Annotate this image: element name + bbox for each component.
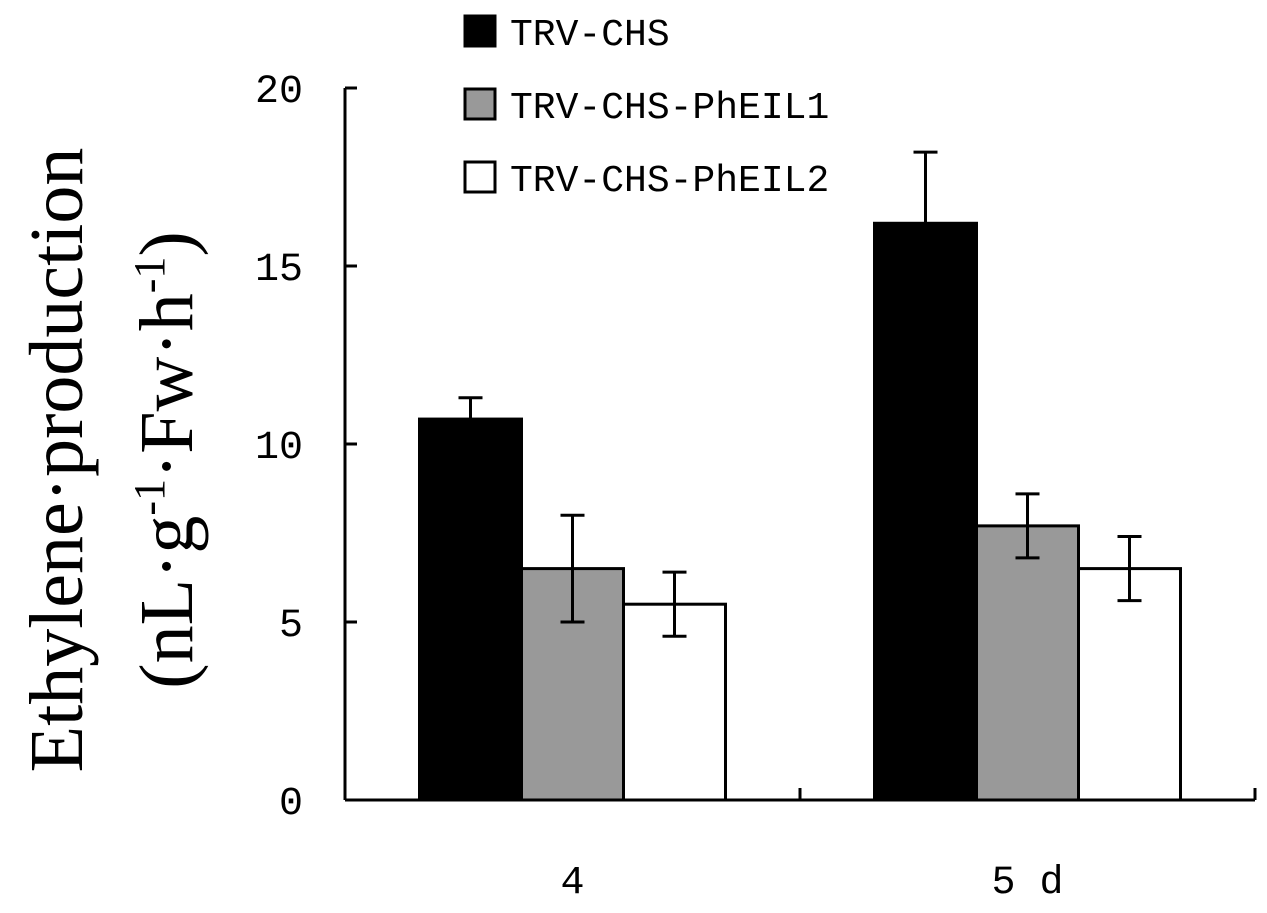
y-axis-label-unit-prefix: (nL·g [125, 516, 209, 689]
legend-swatch [463, 160, 497, 194]
y-axis-label-sup2: -1 [125, 257, 174, 294]
error-bars [458, 150, 1142, 638]
y-axis-label-unit-suffix: ) [125, 231, 209, 256]
y-axis-label: Ethylene·production (nL·g-1·Fw·h-1) [15, 148, 209, 773]
y-tick-label: 20 [255, 70, 303, 115]
bars [418, 221, 1182, 802]
y-tick-label: 5 [279, 604, 303, 649]
bar [975, 524, 1080, 802]
y-axis-label-unit-mid: ·Fw·h [125, 293, 209, 479]
y-axis-label-line1: Ethylene·production [15, 148, 99, 773]
x-tick-label: 4 [560, 861, 584, 906]
bar [873, 221, 978, 802]
y-axis-label-line2: (nL·g-1·Fw·h-1) [125, 231, 209, 688]
y-tick-label: 0 [279, 782, 303, 827]
legend-label: TRV-CHS-PhEIL2 [510, 160, 829, 203]
y-ticks: 0 5 10 15 20 [255, 70, 357, 827]
x-tick-label: 5 d [991, 861, 1063, 906]
legend-swatch [463, 87, 497, 121]
x-ticks: 4 5 d [560, 788, 1257, 906]
legend: TRV-CHS TRV-CHS-PhEIL1 TRV-CHS-PhEIL2 [463, 14, 829, 203]
bar [1077, 567, 1182, 802]
y-tick-label: 15 [255, 248, 303, 293]
y-axis-label-sup1: -1 [125, 479, 174, 516]
legend-label: TRV-CHS [510, 14, 670, 57]
y-tick-label: 10 [255, 426, 303, 471]
legend-swatch [463, 14, 497, 48]
legend-label: TRV-CHS-PhEIL1 [510, 87, 829, 130]
bar [418, 417, 523, 802]
